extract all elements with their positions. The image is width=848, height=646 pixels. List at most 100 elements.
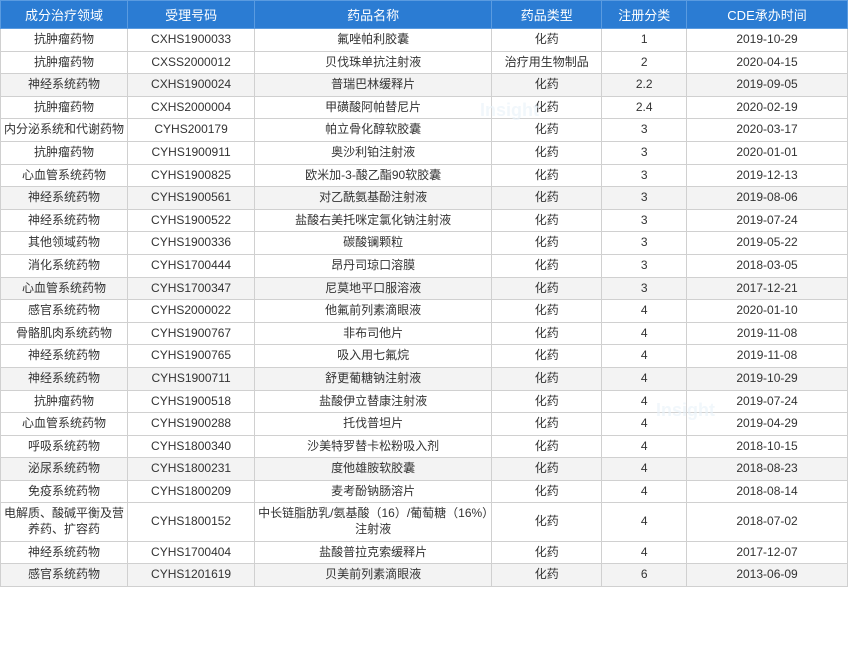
cell-drug: 麦考酚钠肠溶片 <box>255 480 492 503</box>
table-row: 感官系统药物CYHS2000022他氟前列素滴眼液化药42020-01-10 <box>1 300 848 323</box>
table-row: 神经系统药物CYHS1900561对乙酰氨基酚注射液化药32019-08-06 <box>1 187 848 210</box>
drug-table: 成分治疗领域受理号码药品名称药品类型注册分类CDE承办时间 抗肿瘤药物CXHS1… <box>0 0 848 587</box>
table-row: 其他领域药物CYHS1900336碳酸镧颗粒化药32019-05-22 <box>1 232 848 255</box>
cell-accept: CYHS1800209 <box>128 480 255 503</box>
cell-domain: 电解质、酸碱平衡及营养药、扩容药 <box>1 503 128 541</box>
cell-reg: 4 <box>602 541 687 564</box>
cell-type: 化药 <box>492 541 602 564</box>
cell-reg: 3 <box>602 232 687 255</box>
cell-reg: 4 <box>602 435 687 458</box>
cell-accept: CYHS1800231 <box>128 458 255 481</box>
cell-drug: 盐酸伊立替康注射液 <box>255 390 492 413</box>
cell-accept: CYHS2000022 <box>128 300 255 323</box>
cell-date: 2019-05-22 <box>687 232 848 255</box>
cell-date: 2020-02-19 <box>687 96 848 119</box>
table-row: 神经系统药物CYHS1900765吸入用七氟烷化药42019-11-08 <box>1 345 848 368</box>
cell-date: 2019-09-05 <box>687 74 848 97</box>
col-header-type: 药品类型 <box>492 1 602 29</box>
cell-domain: 神经系统药物 <box>1 345 128 368</box>
cell-reg: 4 <box>602 458 687 481</box>
cell-type: 化药 <box>492 187 602 210</box>
cell-date: 2018-08-23 <box>687 458 848 481</box>
col-header-reg: 注册分类 <box>602 1 687 29</box>
cell-drug: 碳酸镧颗粒 <box>255 232 492 255</box>
cell-drug: 奥沙利铂注射液 <box>255 141 492 164</box>
cell-date: 2020-01-10 <box>687 300 848 323</box>
table-row: 神经系统药物CYHS1900711舒更葡糖钠注射液化药42019-10-29 <box>1 367 848 390</box>
cell-domain: 抗肿瘤药物 <box>1 141 128 164</box>
cell-accept: CYHS1900288 <box>128 413 255 436</box>
cell-accept: CXSS2000012 <box>128 51 255 74</box>
cell-domain: 心血管系统药物 <box>1 277 128 300</box>
cell-date: 2017-12-07 <box>687 541 848 564</box>
table-row: 神经系统药物CYHS1900522盐酸右美托咪定氯化钠注射液化药32019-07… <box>1 209 848 232</box>
cell-reg: 4 <box>602 390 687 413</box>
cell-reg: 4 <box>602 300 687 323</box>
cell-date: 2019-08-06 <box>687 187 848 210</box>
cell-type: 化药 <box>492 277 602 300</box>
cell-accept: CYHS1900518 <box>128 390 255 413</box>
col-header-drug: 药品名称 <box>255 1 492 29</box>
table-row: 免疫系统药物CYHS1800209麦考酚钠肠溶片化药42018-08-14 <box>1 480 848 503</box>
cell-drug: 贝伐珠单抗注射液 <box>255 51 492 74</box>
cell-drug: 对乙酰氨基酚注射液 <box>255 187 492 210</box>
cell-accept: CYHS1900561 <box>128 187 255 210</box>
cell-accept: CYHS1700444 <box>128 254 255 277</box>
cell-domain: 神经系统药物 <box>1 74 128 97</box>
table-row: 骨骼肌肉系统药物CYHS1900767非布司他片化药42019-11-08 <box>1 322 848 345</box>
cell-drug: 盐酸普拉克索缓释片 <box>255 541 492 564</box>
cell-reg: 4 <box>602 503 687 541</box>
cell-type: 化药 <box>492 322 602 345</box>
cell-domain: 感官系统药物 <box>1 300 128 323</box>
table-row: 神经系统药物CYHS1700404盐酸普拉克索缓释片化药42017-12-07 <box>1 541 848 564</box>
cell-reg: 3 <box>602 277 687 300</box>
cell-accept: CXHS2000004 <box>128 96 255 119</box>
cell-reg: 4 <box>602 345 687 368</box>
cell-type: 治疗用生物制品 <box>492 51 602 74</box>
cell-drug: 托伐普坦片 <box>255 413 492 436</box>
cell-date: 2020-03-17 <box>687 119 848 142</box>
cell-domain: 呼吸系统药物 <box>1 435 128 458</box>
cell-reg: 4 <box>602 322 687 345</box>
cell-reg: 3 <box>602 141 687 164</box>
cell-accept: CYHS1201619 <box>128 564 255 587</box>
cell-domain: 抗肿瘤药物 <box>1 96 128 119</box>
cell-type: 化药 <box>492 29 602 52</box>
table-row: 消化系统药物CYHS1700444昂丹司琼口溶膜化药32018-03-05 <box>1 254 848 277</box>
col-header-date: CDE承办时间 <box>687 1 848 29</box>
cell-date: 2019-11-08 <box>687 322 848 345</box>
cell-domain: 神经系统药物 <box>1 367 128 390</box>
cell-accept: CYHS1900522 <box>128 209 255 232</box>
cell-type: 化药 <box>492 96 602 119</box>
cell-accept: CYHS200179 <box>128 119 255 142</box>
cell-type: 化药 <box>492 164 602 187</box>
cell-accept: CYHS1700347 <box>128 277 255 300</box>
cell-date: 2019-07-24 <box>687 209 848 232</box>
table-row: 心血管系统药物CYHS1700347尼莫地平口服溶液化药32017-12-21 <box>1 277 848 300</box>
cell-reg: 2.2 <box>602 74 687 97</box>
table-row: 心血管系统药物CYHS1900288托伐普坦片化药42019-04-29 <box>1 413 848 436</box>
cell-drug: 贝美前列素滴眼液 <box>255 564 492 587</box>
cell-date: 2017-12-21 <box>687 277 848 300</box>
cell-domain: 抗肿瘤药物 <box>1 29 128 52</box>
cell-accept: CYHS1900336 <box>128 232 255 255</box>
cell-domain: 抗肿瘤药物 <box>1 390 128 413</box>
cell-type: 化药 <box>492 435 602 458</box>
cell-drug: 非布司他片 <box>255 322 492 345</box>
col-header-domain: 成分治疗领域 <box>1 1 128 29</box>
table-row: 感官系统药物CYHS1201619贝美前列素滴眼液化药62013-06-09 <box>1 564 848 587</box>
cell-drug: 度他雄胺软胶囊 <box>255 458 492 481</box>
table-header-row: 成分治疗领域受理号码药品名称药品类型注册分类CDE承办时间 <box>1 1 848 29</box>
cell-reg: 2.4 <box>602 96 687 119</box>
cell-date: 2019-12-13 <box>687 164 848 187</box>
cell-type: 化药 <box>492 232 602 255</box>
cell-domain: 其他领域药物 <box>1 232 128 255</box>
cell-drug: 中长链脂肪乳/氨基酸（16）/葡萄糖（16%）注射液 <box>255 503 492 541</box>
cell-type: 化药 <box>492 367 602 390</box>
cell-reg: 1 <box>602 29 687 52</box>
cell-drug: 普瑞巴林缓释片 <box>255 74 492 97</box>
cell-accept: CYHS1900767 <box>128 322 255 345</box>
cell-reg: 4 <box>602 480 687 503</box>
cell-date: 2013-06-09 <box>687 564 848 587</box>
cell-accept: CXHS1900033 <box>128 29 255 52</box>
